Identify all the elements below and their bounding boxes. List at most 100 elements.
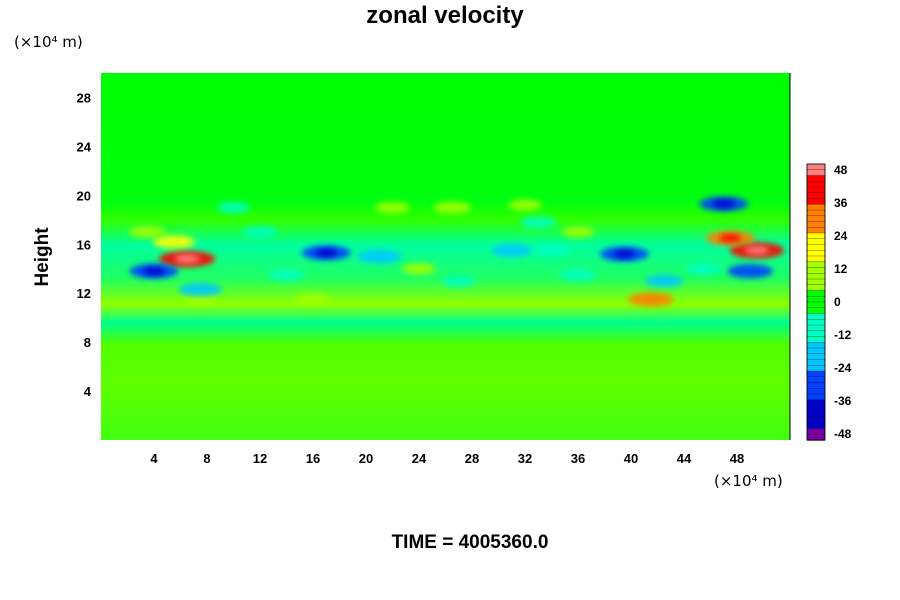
y-tick-label: 16	[77, 237, 91, 252]
colorbar-tick-label: -12	[834, 328, 852, 342]
heatmap-feature-1	[152, 235, 195, 249]
x-tick-label: 36	[571, 451, 585, 466]
y-axis-unit: (×10⁴ m)	[14, 33, 83, 51]
colorbar-band	[806, 215, 826, 223]
heatmap-feature-18	[491, 243, 533, 257]
x-tick-label: 16	[306, 451, 320, 466]
heatmap-feature-core-16	[712, 199, 735, 208]
colorbar-band	[806, 273, 826, 280]
colorbar-band	[806, 290, 826, 297]
colorbar-band	[806, 428, 826, 435]
colorbar-band	[806, 405, 826, 412]
x-tick-label: 40	[624, 451, 638, 466]
colorbar-band	[806, 347, 826, 355]
colorbar-band	[806, 330, 826, 338]
colorbar-band	[806, 221, 826, 228]
colorbar	[806, 163, 826, 441]
colorbar-band	[806, 163, 826, 171]
colorbar-band	[806, 238, 826, 246]
heatmap-feature-17	[727, 264, 773, 279]
colorbar-tick-label: 0	[834, 295, 841, 309]
colorbar-band	[806, 307, 826, 315]
colorbar-tick-label: -24	[834, 361, 852, 375]
heatmap-background	[101, 73, 790, 440]
colorbar-band	[806, 422, 826, 430]
heatmap-feature-12	[356, 249, 402, 264]
colorbar-band	[806, 388, 826, 395]
colorbar-band	[806, 370, 826, 378]
x-tick-label: 48	[730, 451, 744, 466]
heatmap-feature-6	[375, 201, 410, 214]
colorbar-band	[806, 198, 826, 205]
colorbar-band	[806, 284, 826, 292]
colorbar-band	[806, 244, 826, 251]
x-tick-label: 20	[359, 451, 373, 466]
heatmap-feature-26	[685, 262, 723, 275]
colorbar-tick-label: 24	[834, 229, 848, 243]
x-tick-label: 4	[150, 451, 158, 466]
x-tick-label: 24	[412, 451, 427, 466]
colorbar-band	[806, 399, 826, 407]
heatmap-feature-28	[561, 226, 595, 238]
heatmap-feature-14	[178, 282, 223, 297]
x-tick-label: 44	[677, 451, 692, 466]
colorbar-tick-label: 36	[834, 196, 848, 210]
colorbar-tick-labels: 48 36 24 12 0 -12 -24 -36 -48	[834, 163, 852, 441]
chart-title: zonal velocity	[366, 2, 524, 29]
colorbar-band	[806, 255, 826, 263]
heatmap-feature-core-3	[719, 234, 742, 243]
y-tick-label: 12	[77, 286, 91, 301]
colorbar-band	[806, 250, 826, 257]
y-tick-label: 8	[84, 335, 91, 350]
y-tick-label: 4	[84, 384, 92, 399]
colorbar-band	[806, 313, 826, 320]
colorbar-band	[806, 192, 826, 200]
heatmap-feature-24	[441, 275, 477, 287]
heatmap-feature-9	[183, 293, 218, 305]
colorbar-tick-label: 12	[834, 262, 848, 276]
heatmap-feature-21	[520, 216, 557, 229]
heatmap-feature-core-15	[613, 249, 636, 259]
colorbar-band	[806, 382, 826, 389]
y-tick-label: 28	[77, 90, 91, 105]
colorbar-band	[806, 376, 826, 384]
colorbar-band	[806, 181, 826, 188]
colorbar-band	[806, 278, 826, 286]
heatmap-feature-4	[628, 292, 674, 307]
heatmap-feature-23	[268, 268, 305, 281]
colorbar-band	[806, 365, 826, 372]
colorbar-band	[806, 301, 826, 309]
colorbar-band	[806, 175, 826, 182]
heatmap-feature-22	[242, 226, 278, 238]
x-tick-label: 32	[518, 451, 532, 466]
colorbar-band	[806, 416, 826, 424]
x-tick-label: 28	[465, 451, 479, 466]
colorbar-border	[806, 163, 826, 441]
heatmap-feature-29	[402, 263, 436, 275]
colorbar-band	[806, 169, 826, 177]
heatmap-features	[129, 196, 785, 307]
colorbar-tick-label: -36	[834, 394, 852, 408]
colorbar-band	[806, 296, 826, 303]
colorbar-band	[806, 359, 826, 366]
colorbar-band	[806, 319, 826, 326]
x-axis-unit: (×10⁴ m)	[714, 472, 783, 490]
heatmap-feature-core-2	[744, 245, 770, 255]
x-tick-label: 12	[253, 451, 267, 466]
heatmap-feature-core-13	[142, 267, 166, 276]
colorbar-band	[806, 353, 826, 361]
heatmap-feature-7	[508, 199, 542, 211]
colorbar-band	[806, 342, 826, 349]
colorbar-band	[806, 434, 826, 441]
heatmap-feature-5	[433, 201, 472, 214]
colorbar-band	[806, 336, 826, 343]
y-tick-labels: 4 8 12 16 20 24 28	[77, 90, 92, 399]
colorbar-band	[806, 393, 826, 401]
colorbar-band	[806, 204, 826, 211]
colorbar-band	[806, 411, 826, 418]
heatmap-feature-20	[644, 274, 684, 288]
heatmap-feature-25	[559, 268, 597, 281]
x-tick-labels: 4 8 12 16 20 24 28 32 36 40 44 48	[150, 451, 744, 466]
plot-area	[101, 73, 791, 440]
x-tick-label: 8	[203, 451, 210, 466]
